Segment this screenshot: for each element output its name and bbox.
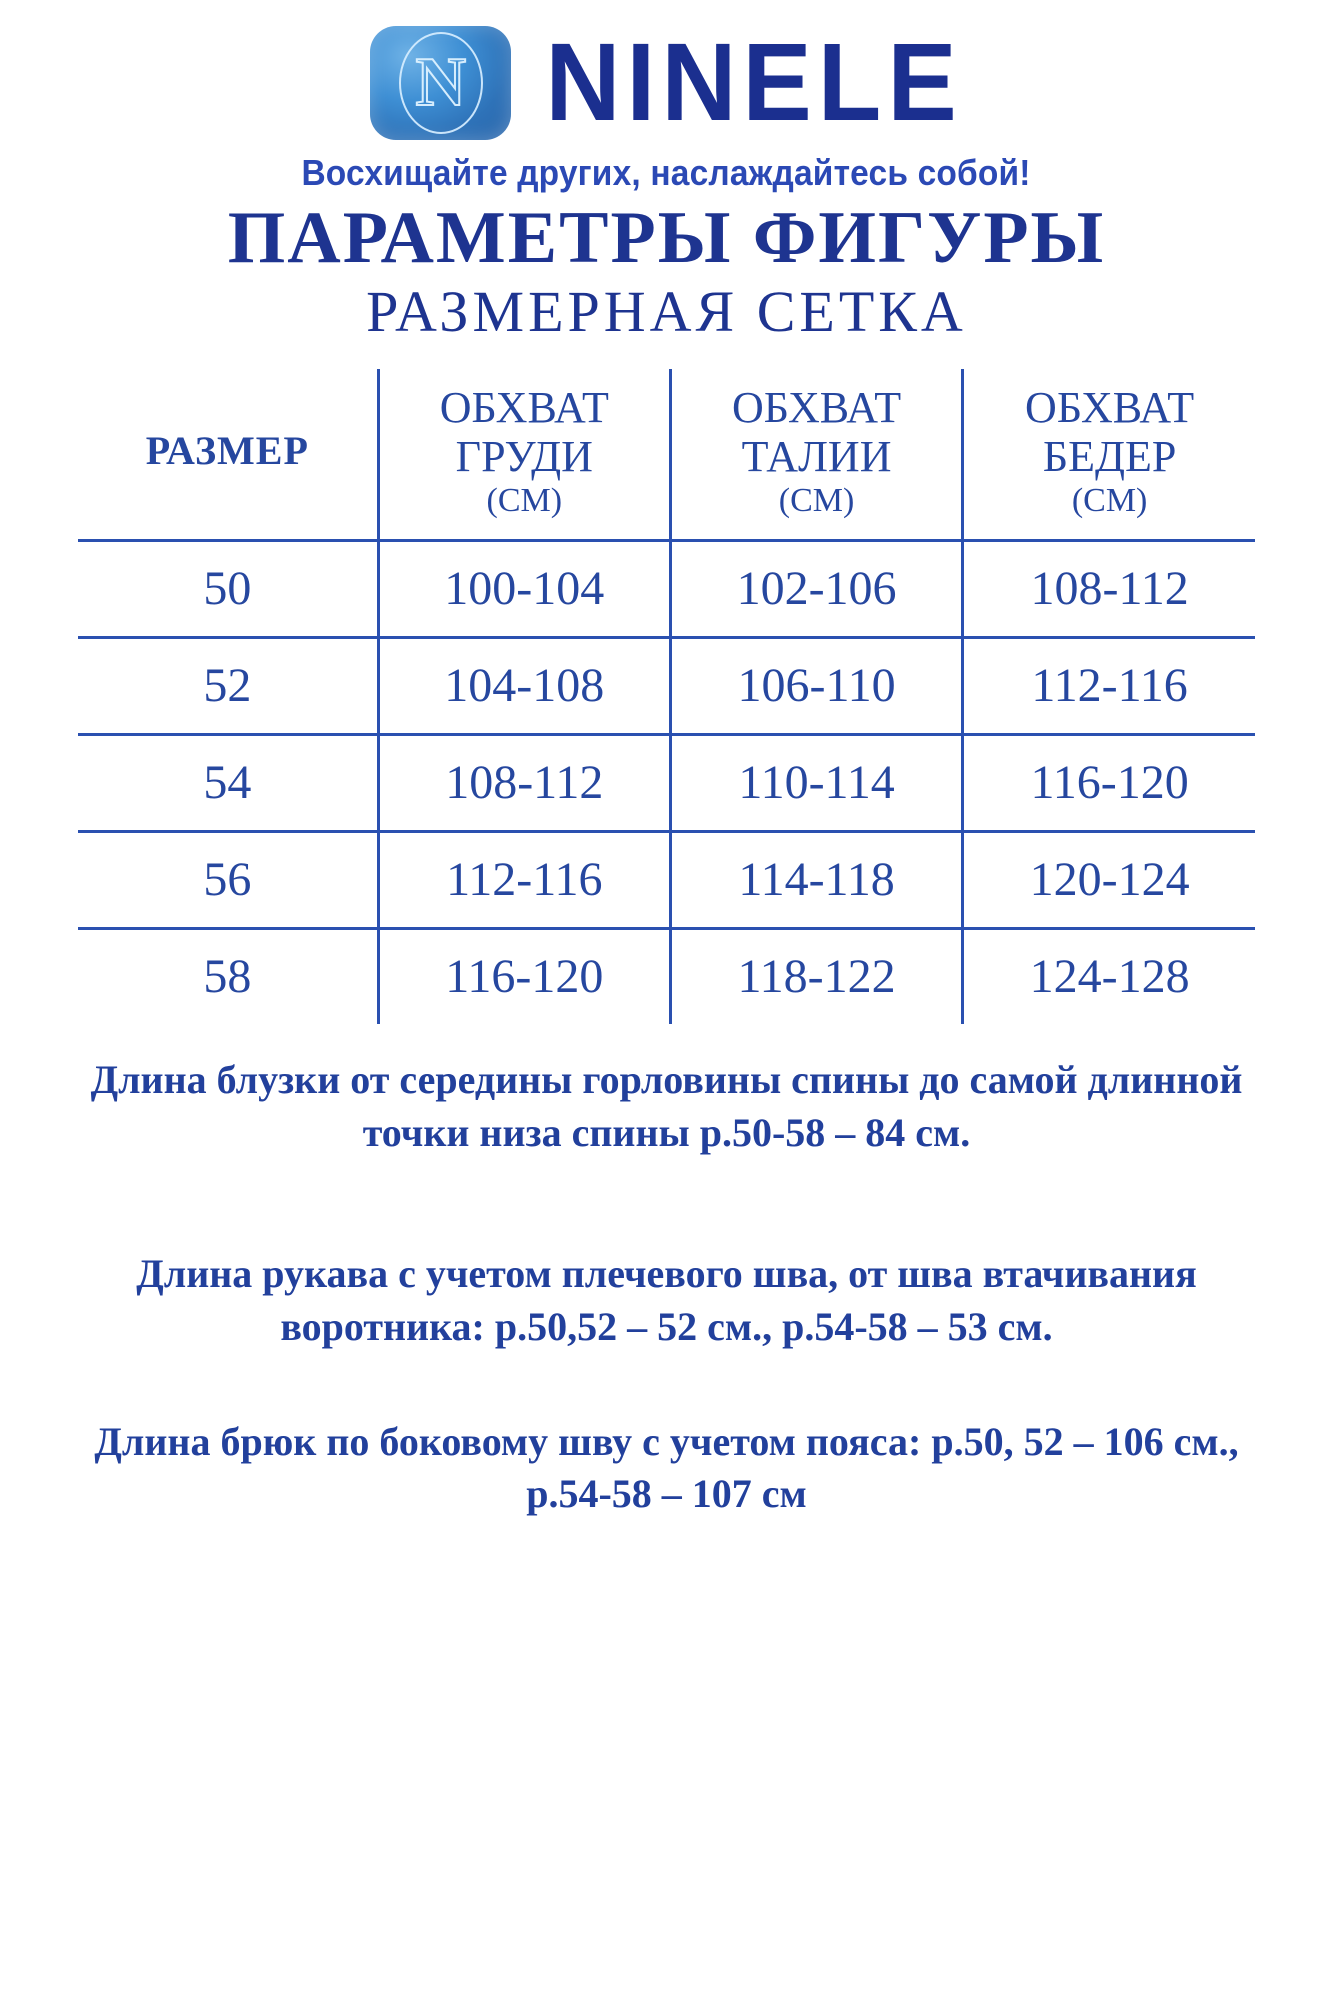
note-sleeve-length: Длина рукава с учетом плечевого шва, от … xyxy=(136,1251,1197,1349)
column-header-hips: ОБХВАТ БЕДЕР (СМ) xyxy=(961,369,1255,543)
ninele-logo-icon: N xyxy=(370,26,512,140)
page-subtitle: РАЗМЕРНАЯ СЕТКА xyxy=(366,278,967,344)
table-row: 52 104-108 106-110 112-116 xyxy=(78,637,1255,737)
cell-bust: 116-120 xyxy=(376,928,671,1025)
cell-hips: 108-112 xyxy=(961,540,1255,640)
cell-waist: 110-114 xyxy=(668,734,963,834)
brand-tagline: Восхищайте других, наслаждайтесь собой! xyxy=(301,152,1032,193)
column-header-waist-unit: (СМ) xyxy=(778,482,855,520)
cell-waist: 102-106 xyxy=(668,540,963,640)
size-table-wrapper: РАЗМЕР ОБХВАТ ГРУДИ (СМ) ОБХВАТ ТАЛИИ (С… xyxy=(78,369,1255,1025)
note-blouse-length: Длина блузки от середины горловины спины… xyxy=(90,1057,1243,1156)
cell-size: 58 xyxy=(203,950,252,1004)
cell-hips: 120-124 xyxy=(961,831,1255,931)
cell-waist: 114-118 xyxy=(668,831,963,931)
table-header: РАЗМЕР ОБХВАТ ГРУДИ (СМ) ОБХВАТ ТАЛИИ (С… xyxy=(78,369,1255,543)
table-body: 50 100-104 102-106 108-112 52 104-108 10… xyxy=(78,540,1255,1025)
size-table: РАЗМЕР ОБХВАТ ГРУДИ (СМ) ОБХВАТ ТАЛИИ (С… xyxy=(78,369,1255,1025)
table-row: 56 112-116 114-118 120-124 xyxy=(78,831,1255,931)
column-header-bust: ОБХВАТ ГРУДИ (СМ) xyxy=(376,369,671,543)
column-header-bust-unit: (СМ) xyxy=(486,482,563,520)
cell-waist: 106-110 xyxy=(668,637,963,737)
cell-size: 56 xyxy=(78,831,379,931)
column-header-bust-line2: ГРУДИ xyxy=(455,431,593,481)
cell-hips: 116-120 xyxy=(961,734,1255,834)
note-trouser-length: Длина брюк по боковому шву с учетом пояс… xyxy=(94,1418,1239,1517)
cell-hips: 124-128 xyxy=(961,928,1255,1025)
cell-bust: 104-108 xyxy=(376,637,671,737)
cell-size: 52 xyxy=(78,637,379,737)
column-header-waist: ОБХВАТ ТАЛИИ (СМ) xyxy=(668,369,963,543)
logo-oval-shape xyxy=(398,32,483,134)
cell-bust: 100-104 xyxy=(376,540,671,640)
column-header-size: РАЗМЕР xyxy=(78,369,379,543)
table-row: 58 116-120 118-122 124-128 xyxy=(78,928,1255,1025)
notes-section: Длина блузки от середины горловины спины… xyxy=(60,1054,1273,1521)
column-header-hips-line2: БЕДЕР xyxy=(1042,431,1177,481)
column-header-waist-line1: ОБХВАТ xyxy=(732,382,902,432)
table-row: 50 100-104 102-106 108-112 xyxy=(78,540,1255,640)
cell-hips: 112-116 xyxy=(961,637,1255,737)
page-title: ПАРАМЕТРЫ ФИГУРЫ xyxy=(227,197,1106,279)
cell-size: 50 xyxy=(78,540,379,640)
column-header-waist-line2: ТАЛИИ xyxy=(741,431,892,481)
cell-bust: 108-112 xyxy=(376,734,671,834)
cell-bust: 112-116 xyxy=(376,831,671,931)
brand-header: N NINELE Восхищайте других, наслаждайтес… xyxy=(0,0,1333,194)
column-header-hips-unit: (СМ) xyxy=(1071,482,1148,520)
table-row: 54 108-112 110-114 116-120 xyxy=(78,734,1255,834)
column-header-hips-line1: ОБХВАТ xyxy=(1025,382,1195,432)
logo-monogram-letter: N xyxy=(415,44,468,121)
cell-waist: 118-122 xyxy=(668,928,963,1025)
brand-wordmark: NINELE xyxy=(545,21,963,145)
table-header-row: РАЗМЕР ОБХВАТ ГРУДИ (СМ) ОБХВАТ ТАЛИИ (С… xyxy=(78,369,1255,543)
column-header-bust-line1: ОБХВАТ xyxy=(439,382,609,432)
logo-row: N NINELE xyxy=(370,26,962,140)
cell-size: 54 xyxy=(78,734,379,834)
